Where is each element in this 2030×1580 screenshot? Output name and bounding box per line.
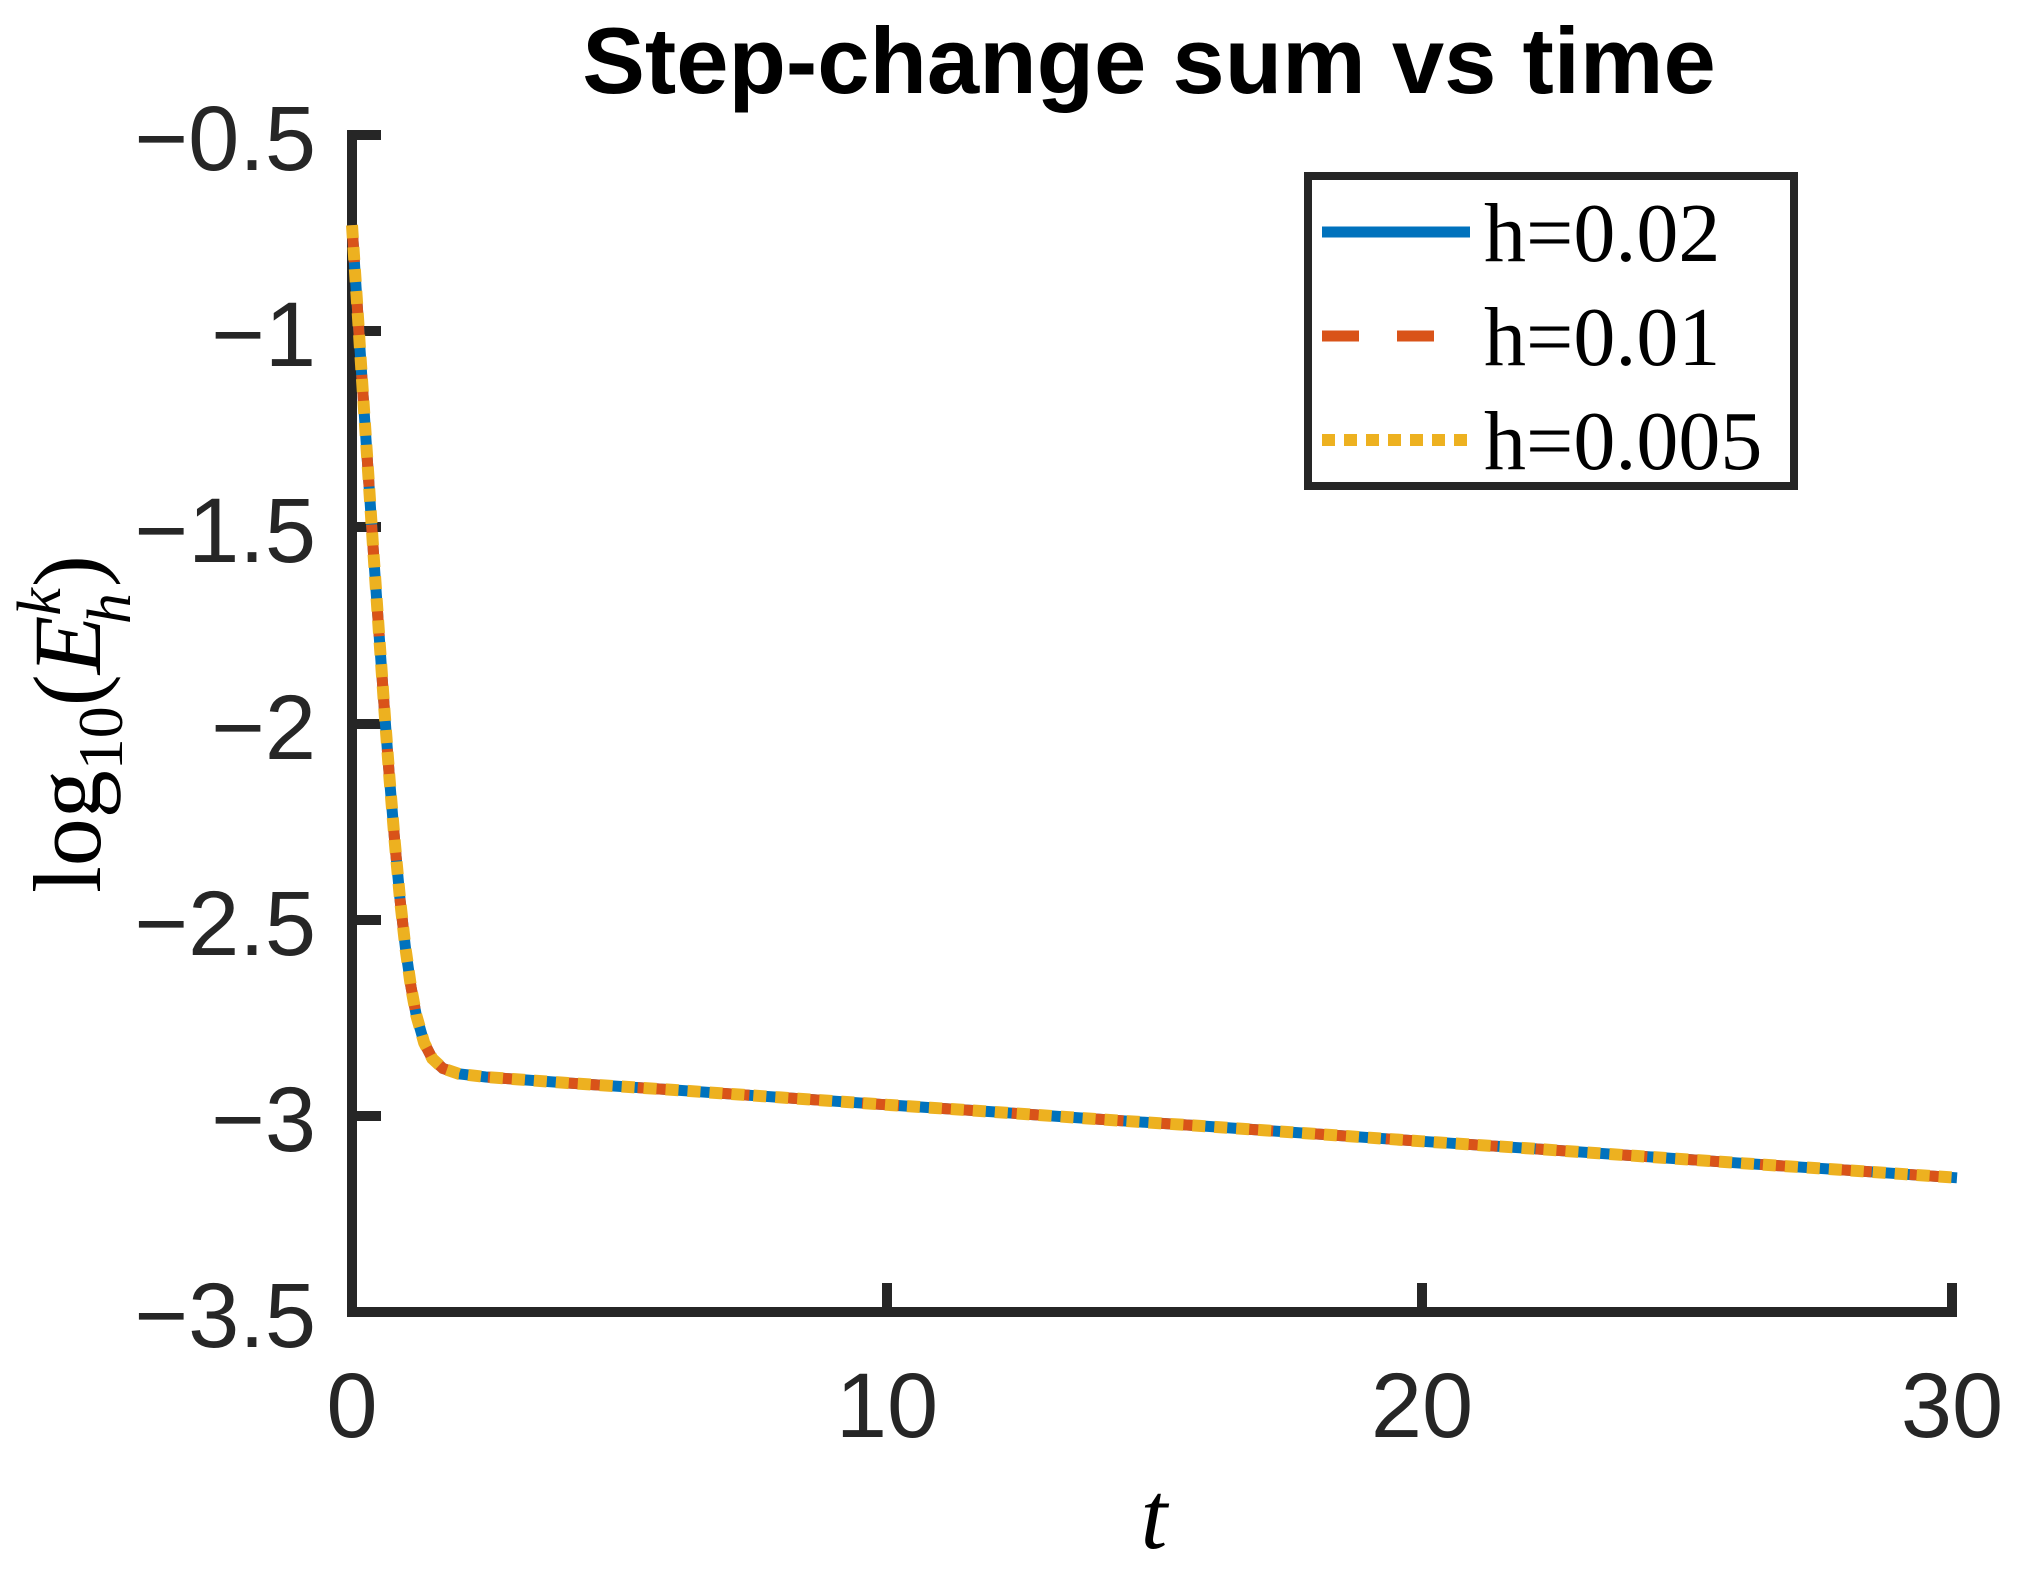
legend-label-h001: h=0.01	[1484, 291, 1720, 384]
y-tick-label: −3.5	[134, 1265, 316, 1367]
y-label-func: log	[14, 770, 121, 893]
y-tick-label: −3	[211, 1069, 316, 1171]
x-tick-label: 30	[1901, 1355, 2003, 1457]
y-tick-label: −2.5	[134, 873, 316, 975]
series-line-h0005	[346, 224, 1958, 1184]
y-tick-label: −1	[211, 284, 316, 386]
y-label-base: 10	[65, 706, 136, 770]
y-tick-label: −2	[211, 677, 316, 779]
y-tick-label: −0.5	[134, 88, 316, 190]
x-axis-label: t	[1141, 1462, 1170, 1569]
x-axis-ticks	[347, 1283, 1957, 1312]
y-label-subscript: h	[76, 593, 144, 624]
y-label-open-paren: (	[14, 674, 121, 706]
legend: h=0.02 h=0.01 h=0.005	[1304, 172, 1798, 490]
legend-label-h0005: h=0.005	[1484, 395, 1762, 488]
y-label-superscript: k	[6, 587, 74, 616]
plot-series-group	[346, 224, 1958, 1184]
x-tick-label: 20	[1371, 1355, 1473, 1457]
x-axis-tick-labels: 0 10 20 30	[326, 1355, 2003, 1457]
y-axis-tick-labels: −0.5 −1 −1.5 −2 −2.5 −3 −3.5	[134, 88, 316, 1367]
y-label-close-paren: )	[14, 555, 121, 587]
chart-title: Step-change sum vs time	[582, 8, 1716, 113]
legend-label-h002: h=0.02	[1484, 187, 1720, 280]
x-tick-label: 0	[326, 1355, 377, 1457]
x-tick-label: 10	[836, 1355, 938, 1457]
y-tick-label: −1.5	[134, 480, 316, 582]
y-label-variable: E	[14, 616, 121, 677]
y-axis-label: log10(Ekh)	[6, 555, 144, 893]
